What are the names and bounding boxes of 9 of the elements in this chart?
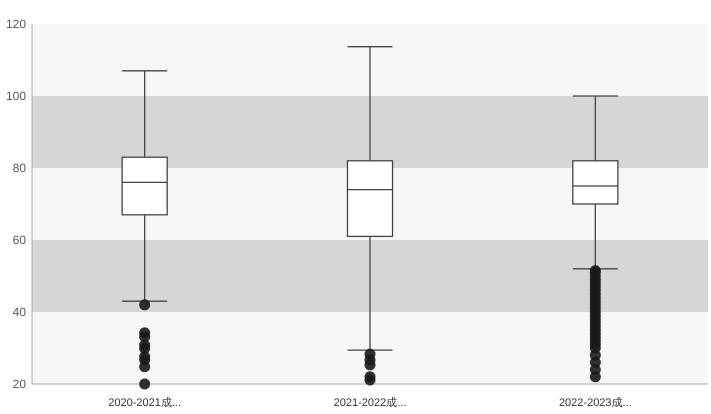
y-tick-label: 40 bbox=[12, 305, 26, 319]
y-tick-label: 60 bbox=[12, 233, 26, 247]
y-tick-label: 100 bbox=[6, 89, 26, 103]
x-tick-label: 2022-2023成... bbox=[558, 396, 632, 409]
y-tick-label: 20 bbox=[12, 377, 26, 391]
x-tick-label: 2021-2022成... bbox=[334, 396, 406, 409]
y-tick-label: 80 bbox=[12, 161, 26, 175]
x-tick-label: 2020-2021成... bbox=[108, 396, 182, 409]
y-tick-label: 120 bbox=[6, 17, 26, 31]
